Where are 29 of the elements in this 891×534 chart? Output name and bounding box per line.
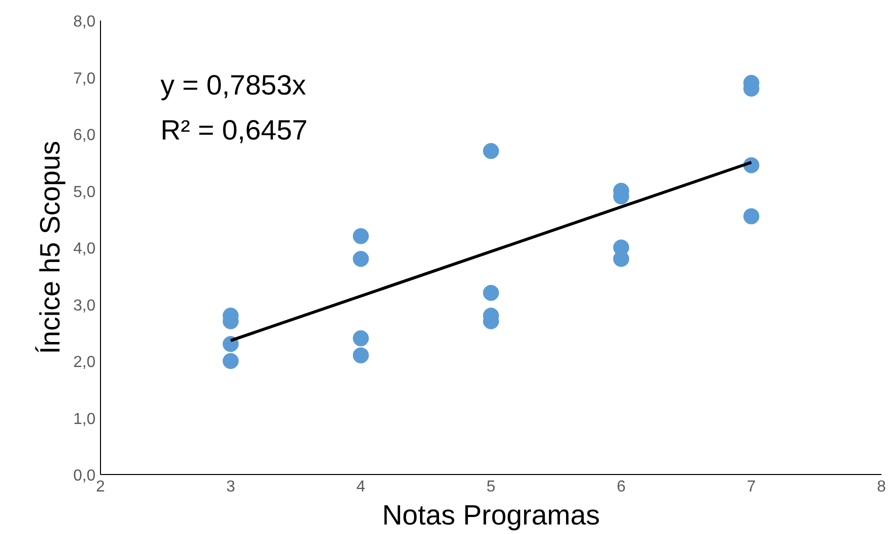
point [222, 336, 239, 352]
x-axis-title: Notas Programas [382, 500, 600, 530]
y-tick-label: 7,0 [73, 70, 96, 88]
x-tick-label: 7 [746, 478, 756, 496]
point [352, 347, 369, 364]
y-axis-title: Íncice h5 Scopus [34, 140, 66, 354]
point [743, 208, 760, 224]
y-tick-label: 1,0 [73, 410, 96, 428]
point [352, 330, 369, 346]
x-tick-label: 2 [96, 478, 106, 496]
point [483, 284, 499, 301]
annotation: y = 0,7853x [160, 70, 306, 100]
annotation: R² = 0,6457 [160, 114, 308, 146]
x-tick-label: 4 [356, 478, 366, 496]
y-tick-label: 4,0 [73, 240, 96, 258]
y-tick-label: 8,0 [73, 14, 96, 30]
y-tick-label: 0,0 [73, 468, 96, 484]
x-tick-label: 8 [877, 478, 886, 496]
point [352, 250, 369, 267]
y-tick-label: 5,0 [73, 184, 96, 201]
y-tick-label: 3,0 [73, 297, 96, 314]
point [222, 353, 239, 369]
point [352, 228, 369, 244]
x-tick-label: 3 [226, 478, 236, 496]
x-tick-label: 5 [486, 478, 496, 496]
y-tick-label: 6,0 [73, 127, 96, 144]
y-tick-label: 2,0 [73, 354, 96, 371]
point [483, 143, 499, 160]
x-tick-label: 6 [616, 478, 626, 496]
